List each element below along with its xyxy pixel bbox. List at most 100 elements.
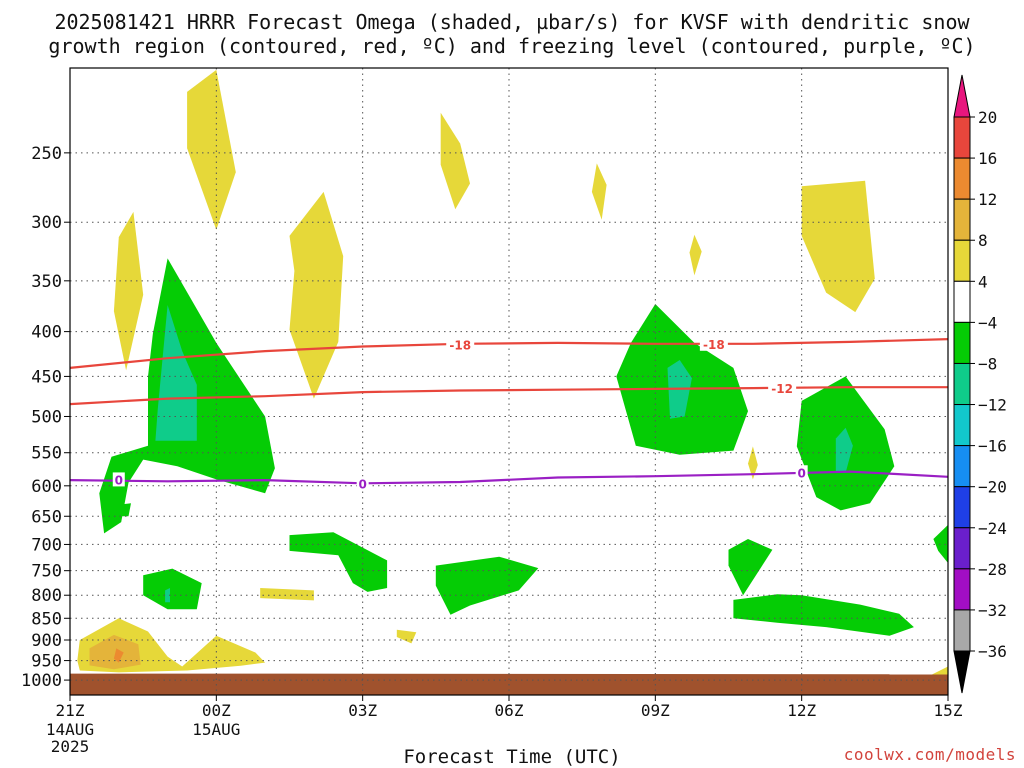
omega-region-1	[113, 211, 144, 371]
contour-label-0: -18	[449, 339, 471, 353]
colorbar-bin--32--28	[953, 568, 971, 611]
y-tick-label-900: 900	[31, 631, 62, 651]
x-tick-label-00Z: 00Z	[202, 701, 231, 720]
x-tick-sublabel-21Z-1: 2025	[51, 737, 90, 756]
colorbar-bin--4-4	[953, 280, 971, 323]
y-tick-label-800: 800	[31, 586, 62, 606]
omega-region-19	[435, 556, 539, 615]
x-tick-sublabel-21Z-0: 14AUG	[46, 720, 94, 739]
y-tick-label-700: 700	[31, 535, 62, 555]
omega-region-13	[113, 648, 124, 663]
colorbar-label-4: 4	[978, 272, 988, 291]
x-tick-label-12Z: 12Z	[787, 701, 816, 720]
colorbar-min-arrow	[953, 650, 971, 694]
colorbar-bin--36--32	[953, 609, 971, 652]
x-tick-label-21Z: 21Z	[56, 701, 85, 720]
colorbar-label--4: −4	[978, 313, 997, 332]
contour-label-2: -12	[771, 382, 793, 396]
chart-title-line1: 2025081421 HRRR Forecast Omega (shaded, …	[54, 10, 970, 34]
colorbar-label-16: 16	[978, 149, 997, 168]
contour-label-bg-5	[795, 465, 808, 480]
colorbar-bin--28--24	[953, 527, 971, 570]
x-tick-label-09Z: 09Z	[641, 701, 670, 720]
contour-label-4: 0	[358, 477, 366, 491]
chart-title-line2: growth region (contoured, red, ºC) and f…	[48, 34, 976, 58]
colorbar-label--16: −16	[978, 437, 1007, 456]
contour-label-3: 0	[115, 473, 123, 487]
y-tick-label-950: 950	[31, 652, 62, 672]
omega-region-22	[933, 524, 948, 563]
y-tick-label-500: 500	[31, 407, 62, 427]
shaded-regions	[77, 69, 948, 679]
omega-region-26	[835, 427, 853, 473]
omega-region-20	[728, 539, 773, 596]
y-tick-label-450: 450	[31, 367, 62, 387]
x-axis-label: Forecast Time (UTC)	[403, 746, 621, 768]
y-tick-label-850: 850	[31, 609, 62, 629]
y-axis-ticks: 2503003504004505005506006507007508008509…	[21, 144, 70, 691]
omega-region-0	[187, 69, 236, 230]
x-tick-label-03Z: 03Z	[348, 701, 377, 720]
omega-region-2	[289, 191, 344, 399]
omega-region-3	[440, 112, 470, 210]
x-tick-label-06Z: 06Z	[495, 701, 524, 720]
colorbar-label--28: −28	[978, 560, 1007, 579]
colorbar-label-12: 12	[978, 190, 997, 209]
omega-region-21	[733, 594, 914, 636]
colorbar-bin--8--4	[953, 321, 971, 364]
colorbar-label--24: −24	[978, 519, 1007, 538]
y-tick-label-250: 250	[31, 144, 62, 164]
contour-temperature--12	[69, 386, 948, 406]
colorbar-label-8: 8	[978, 231, 988, 250]
colorbar-label--8: −8	[978, 354, 997, 373]
contour-label-bg-3	[112, 472, 125, 487]
grid-lines	[69, 68, 949, 695]
x-tick-sublabel-00Z-0: 15AUG	[192, 720, 240, 739]
omega-region-8	[260, 588, 314, 601]
omega-region-23	[121, 503, 131, 517]
colorbar-label--12: −12	[978, 396, 1007, 415]
omega-region-27	[165, 588, 170, 603]
colorbar-bin--20--16	[953, 445, 971, 488]
y-tick-label-350: 350	[31, 272, 62, 292]
omega-region-6	[801, 180, 875, 313]
omega-region-4	[591, 163, 607, 220]
y-tick-label-300: 300	[31, 213, 62, 233]
colorbar-label--36: −36	[978, 642, 1007, 661]
omega-region-17	[143, 568, 202, 610]
omega-region-24	[155, 305, 197, 441]
contour-label-bg-1	[699, 336, 728, 351]
omega-region-12	[89, 634, 141, 670]
y-tick-label-750: 750	[31, 562, 62, 582]
colorbar-bin--12--8	[953, 362, 971, 406]
colorbar-bin-4-8	[953, 239, 971, 282]
colorbar-bin--24--20	[953, 486, 971, 529]
contour-temperature--18	[69, 338, 949, 369]
colorbar-bin-8-12	[953, 198, 971, 241]
source-credit: coolwx.com/models	[843, 745, 1016, 764]
colorbar-bin-12-16	[953, 157, 971, 200]
contour-labels: -18 -18 -12 0 0 0	[112, 336, 808, 491]
y-tick-label-600: 600	[31, 477, 62, 497]
x-tick-label-15Z: 15Z	[934, 701, 963, 720]
colorbar: 20 16 12 8 4 −4 −8 −12 −16 −20 −24 −28 −32 −36	[953, 74, 1007, 694]
colorbar-label-20: 20	[978, 108, 997, 127]
contour-label-bg-0	[446, 337, 475, 352]
y-tick-label-650: 650	[31, 507, 62, 527]
contour-label-1: -18	[703, 338, 725, 352]
contour-label-bg-2	[768, 381, 797, 396]
contour-label-5: 0	[797, 466, 805, 480]
y-tick-label-1000: 1000	[21, 671, 62, 691]
colorbar-bin-16-20	[953, 116, 971, 159]
omega-region-7	[748, 446, 758, 480]
colorbar-label--20: −20	[978, 478, 1007, 497]
y-tick-label-550: 550	[31, 444, 62, 464]
contour-label-bg-4	[356, 476, 369, 491]
omega-region-18	[289, 532, 388, 592]
y-tick-label-400: 400	[31, 323, 62, 343]
omega-region-9	[396, 629, 417, 644]
colorbar-bin--16--12	[953, 404, 971, 447]
colorbar-max-arrow	[953, 74, 971, 118]
